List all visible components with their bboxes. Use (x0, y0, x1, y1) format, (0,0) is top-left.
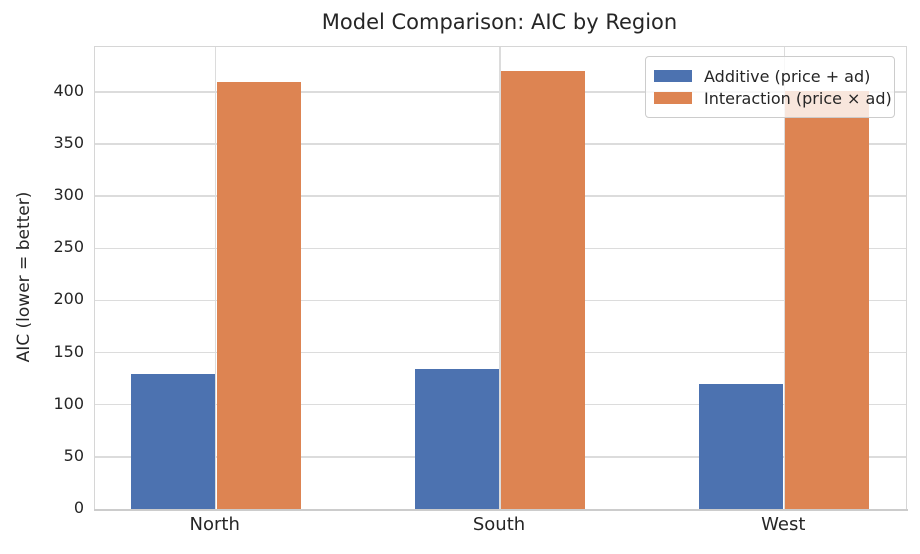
gridline-x-west (783, 47, 786, 509)
y-tick-label-300: 300 (53, 185, 84, 205)
legend-swatch-icon (654, 92, 692, 104)
bar-west-interaction (785, 90, 870, 509)
x-tick-label-west: West (761, 514, 806, 535)
x-tick-label-north: North (189, 514, 240, 535)
y-tick-label-250: 250 (53, 237, 84, 257)
chart-title: Model Comparison: AIC by Region (321, 10, 678, 34)
bar-south-interaction (501, 71, 585, 509)
y-tick-label-50: 50 (63, 445, 84, 465)
bar-west-additive (699, 383, 784, 509)
y-axis-label-text: AIC (lower = better) (14, 191, 34, 363)
y-tick-label-100: 100 (53, 393, 84, 413)
bar-north-interaction (216, 82, 301, 509)
y-tick-label-400: 400 (53, 80, 84, 100)
y-tick-label-0: 0 (73, 498, 84, 517)
bar-south-additive (415, 369, 499, 509)
x-axis-line (93, 508, 908, 511)
plot-area: Additive (price + ad) Interaction (price … (93, 46, 908, 511)
bar-north-additive (130, 374, 215, 509)
gridline-x-north (214, 47, 217, 509)
legend-swatch-icon (654, 70, 692, 82)
legend: Additive (price + ad) Interaction (price … (645, 56, 895, 118)
legend-entry-interaction: Interaction (price × ad) (654, 87, 892, 109)
gridline-x-south (499, 47, 501, 509)
legend-entry-additive: Additive (price + ad) (654, 65, 884, 87)
legend-label: Additive (price + ad) (704, 66, 871, 86)
y-tick-label-200: 200 (53, 289, 84, 309)
legend-label: Interaction (price × ad) (704, 88, 892, 108)
y-tick-label-150: 150 (53, 341, 84, 361)
x-tick-label-south: South (472, 514, 526, 535)
y-tick-label-350: 350 (53, 132, 84, 152)
